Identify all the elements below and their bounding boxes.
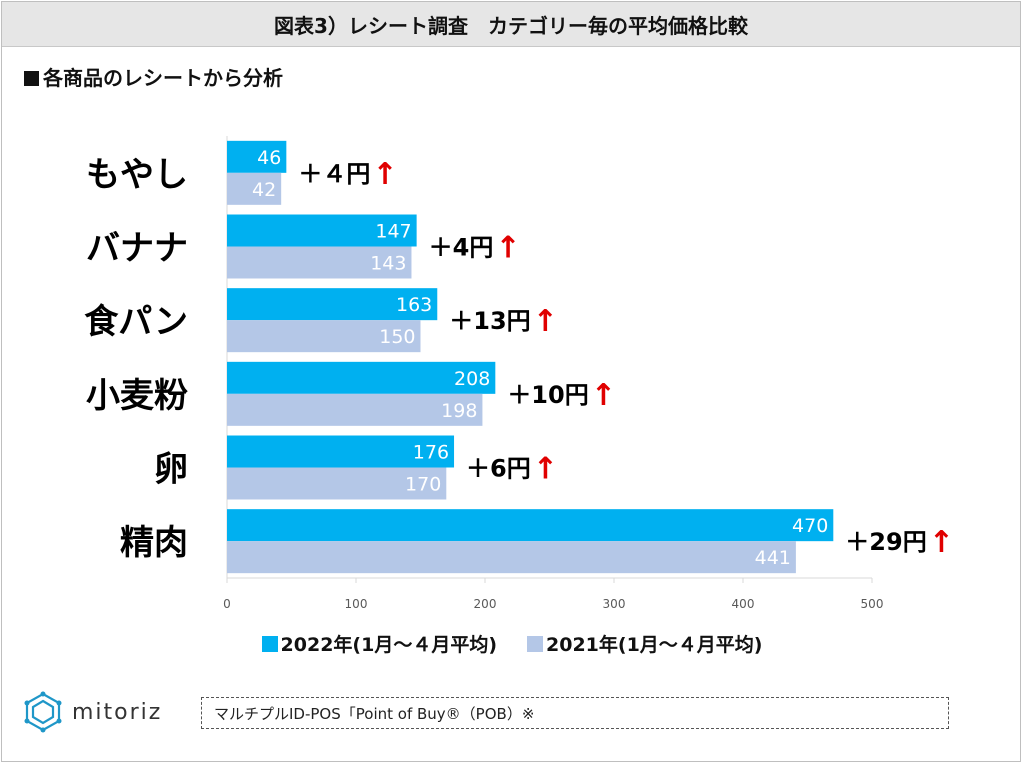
data-label: 46 — [257, 147, 281, 169]
data-label: 208 — [454, 368, 490, 390]
square-bullet-icon — [24, 71, 39, 86]
up-arrow-icon: ↑ — [533, 452, 558, 487]
up-arrow-icon: ↑ — [591, 378, 616, 413]
data-label: 147 — [375, 221, 411, 243]
bar-2021 — [227, 467, 447, 500]
data-label: 150 — [379, 326, 415, 348]
up-arrow-icon: ↑ — [372, 157, 397, 192]
legend-label-2021: 2021年(1月～４月平均) — [546, 634, 763, 656]
x-tick-label: 100 — [345, 597, 368, 611]
logo-text: mitoriz — [72, 699, 163, 725]
up-arrow-icon: ↑ — [495, 231, 520, 266]
mitoriz-logo-icon — [24, 691, 62, 733]
category-label: 食パン — [84, 302, 188, 342]
up-arrow-icon: ↑ — [533, 304, 558, 339]
difference-annotation: ＋29円 — [845, 528, 926, 556]
x-tick-label: 300 — [603, 597, 626, 611]
bar-2022 — [227, 214, 417, 247]
category-label: 卵 — [154, 450, 188, 490]
figure-title: 図表3）レシート調査 カテゴリー毎の平均価格比較 — [2, 2, 1020, 47]
bar-2022 — [227, 435, 455, 468]
bar-2021 — [227, 172, 282, 205]
data-label: 170 — [405, 474, 441, 496]
category-label: もやし — [86, 155, 188, 195]
difference-annotation: ＋４円 — [298, 160, 370, 188]
up-arrow-icon: ↑ — [929, 525, 954, 560]
bar-2022 — [227, 361, 496, 394]
bar-2022 — [227, 509, 834, 542]
mitoriz-logo: mitoriz — [20, 690, 162, 734]
bar-2022 — [227, 140, 287, 173]
bar-2021 — [227, 393, 483, 426]
x-tick-label: 500 — [861, 597, 884, 611]
data-label: 176 — [413, 442, 449, 464]
subtitle-text: 各商品のレシートから分析 — [43, 66, 283, 90]
figure-subtitle: 各商品のレシートから分析 — [24, 62, 283, 91]
legend-swatch-2021 — [527, 635, 543, 652]
bar-2022 — [227, 288, 438, 321]
bar-2021 — [227, 320, 421, 353]
chart-legend: 2022年(1月～４月平均) 2021年(1月～４月平均) — [0, 630, 1024, 657]
category-label: 精肉 — [120, 523, 188, 563]
data-label: 143 — [370, 253, 406, 275]
legend-item-2021: 2021年(1月～４月平均) — [527, 630, 762, 657]
category-label: バナナ — [86, 229, 188, 269]
bar-2021 — [227, 541, 796, 574]
data-label: 42 — [252, 179, 276, 201]
legend-swatch-2022 — [261, 635, 278, 652]
bar-2021 — [227, 246, 412, 279]
difference-annotation: ＋4円 — [429, 234, 494, 262]
data-label: 470 — [792, 515, 828, 537]
data-label: 163 — [396, 294, 432, 316]
data-label: 198 — [441, 400, 477, 422]
x-tick-label: 400 — [732, 597, 755, 611]
category-label: 小麦粉 — [86, 376, 188, 416]
difference-annotation: ＋10円 — [507, 381, 588, 409]
difference-annotation: ＋13円 — [449, 307, 530, 335]
legend-label-2022: 2022年(1月～４月平均) — [280, 634, 497, 656]
legend-item-2022: 2022年(1月～４月平均) — [261, 630, 497, 657]
x-tick-label: 0 — [223, 597, 231, 611]
x-tick-label: 200 — [474, 597, 497, 611]
source-note: マルチプルID-POS「Point of Buy®（POB）※ — [201, 697, 949, 729]
difference-annotation: ＋6円 — [466, 455, 531, 483]
data-label: 441 — [755, 547, 791, 569]
